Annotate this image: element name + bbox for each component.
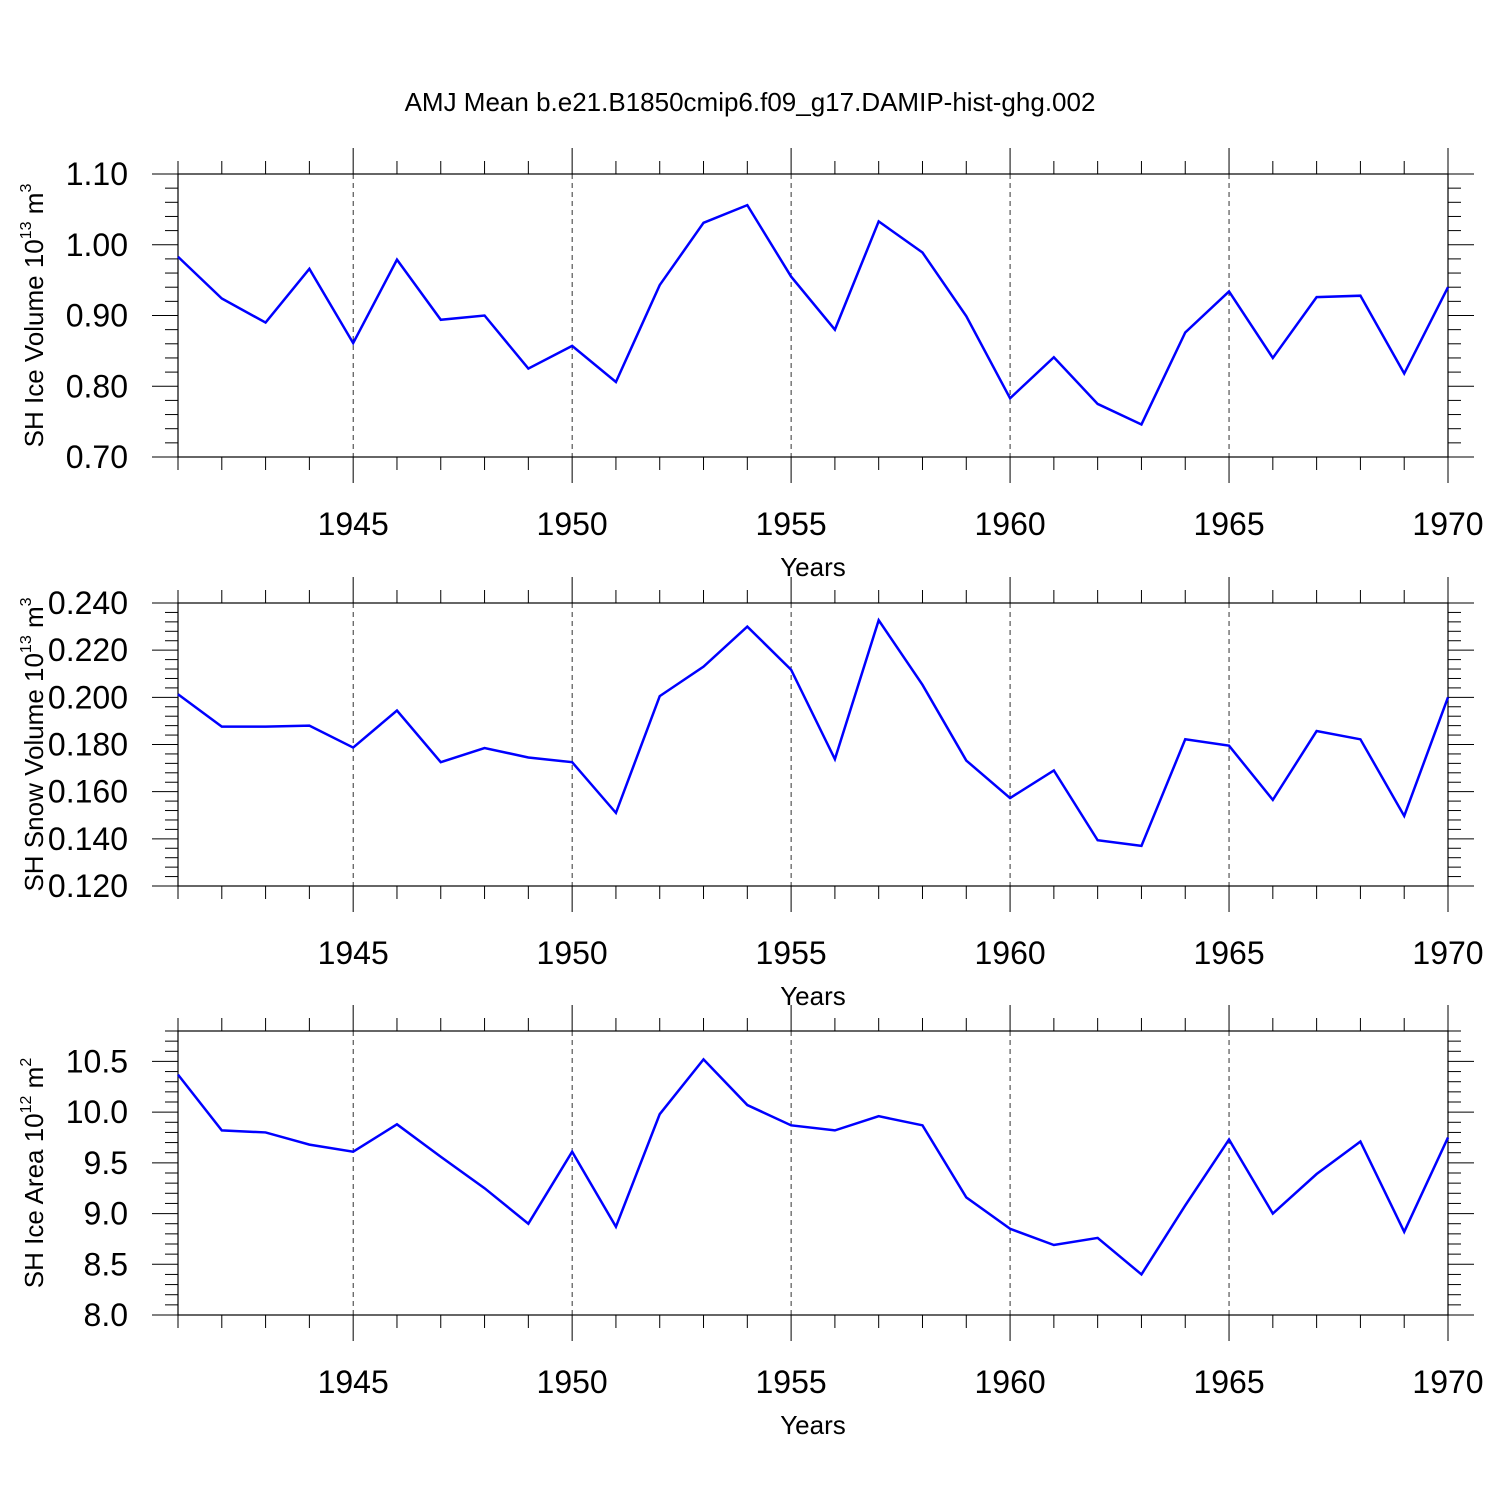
y-tick-label: 0.200 — [48, 679, 128, 715]
y-axis-title-unit: m — [19, 1067, 49, 1096]
x-tick-label: 1950 — [537, 1364, 608, 1400]
x-tick-label: 1955 — [756, 1364, 827, 1400]
x-tick-label: 1955 — [756, 935, 827, 971]
y-tick-label: 0.80 — [66, 368, 128, 404]
y-axis-title-exponent: 13 — [18, 221, 35, 239]
y-tick-label: 0.120 — [48, 868, 128, 904]
x-tick-label: 1965 — [1193, 1364, 1264, 1400]
y-axis-title-unit: m — [19, 193, 49, 222]
y-tick-label: 1.00 — [66, 227, 128, 263]
series-line — [177, 203, 1450, 427]
x-tick-label: 1960 — [974, 506, 1045, 542]
plot-frame — [177, 1030, 1449, 1316]
panel-snow-volume: 1945 1950 1955 1960 1965 1970 Years 0.120 0.140 0… — [18, 577, 1484, 1011]
x-axis-title: Years — [780, 981, 846, 1011]
y-axis-title-unit-exponent: 3 — [18, 184, 35, 193]
x-tick-label: 1950 — [537, 506, 608, 542]
x-tick-label: 1955 — [756, 506, 827, 542]
x-tick-label: 1945 — [318, 506, 389, 542]
y-axis-title-unit-exponent: 2 — [18, 1058, 35, 1067]
y-tick-label: 10.5 — [66, 1043, 128, 1079]
y-tick-label: 1.10 — [66, 156, 128, 192]
y-tick-label: 0.140 — [48, 821, 128, 857]
x-axis-title: Years — [780, 552, 846, 582]
x-tick-label: 1950 — [537, 935, 608, 971]
x-tick-label: 1970 — [1412, 506, 1483, 542]
y-tick-label: 0.70 — [66, 439, 128, 475]
panel-ice-area: 1945 1950 1955 1960 1965 1970 Years 8.0 8.5 9.0 9.… — [18, 1005, 1484, 1440]
x-tick-label: 1945 — [318, 935, 389, 971]
chart-title: AMJ Mean b.e21.B1850cmip6.f09_g17.DAMIP-… — [405, 87, 1096, 117]
y-axis-title: SH Ice Volume 1013 m3 — [18, 184, 49, 448]
x-tick-label: 1970 — [1412, 935, 1483, 971]
y-axis-title: SH Ice Area 1012 m2 — [18, 1058, 49, 1289]
y-axis-title-main: SH Ice Area 10 — [19, 1113, 49, 1288]
series-line — [177, 617, 1450, 848]
y-tick-label: 0.220 — [48, 632, 128, 668]
y-axis-title-main: SH Ice Volume 10 — [19, 239, 49, 447]
y-axis-title-exponent: 12 — [18, 1095, 35, 1113]
y-axis-title-unit-exponent: 3 — [18, 597, 35, 606]
y-axis-title-main: SH Snow Volume 10 — [19, 653, 49, 891]
y-tick-label: 10.0 — [66, 1094, 128, 1130]
panel-ice-volume: 1945 1950 1955 1960 1965 1970 Years 0.70 0.80 0.9… — [18, 148, 1484, 582]
x-tick-label: 1965 — [1193, 935, 1264, 971]
y-axis-title-exponent: 13 — [18, 635, 35, 653]
x-axis-title: Years — [780, 1410, 846, 1440]
y-axis-title: SH Snow Volume 1013 m3 — [18, 597, 49, 891]
y-tick-label: 0.240 — [48, 585, 128, 621]
x-tick-label: 1960 — [974, 1364, 1045, 1400]
y-tick-label: 8.0 — [84, 1297, 128, 1333]
x-tick-label: 1945 — [318, 1364, 389, 1400]
y-tick-label: 8.5 — [84, 1246, 128, 1282]
x-tick-label: 1965 — [1193, 506, 1264, 542]
series-line — [177, 1057, 1450, 1277]
y-tick-label: 9.5 — [84, 1145, 128, 1181]
y-tick-label: 0.180 — [48, 727, 128, 763]
y-tick-label: 9.0 — [84, 1196, 128, 1232]
y-axis-title-unit: m — [19, 606, 49, 635]
y-tick-label: 0.160 — [48, 774, 128, 810]
panels: 1945 1950 1955 1960 1965 1970 Years 0.70 0.80 0.9… — [18, 148, 1484, 1440]
x-tick-label: 1960 — [974, 935, 1045, 971]
y-tick-label: 0.90 — [66, 298, 128, 334]
x-tick-label: 1970 — [1412, 1364, 1483, 1400]
plot-frame — [177, 602, 1449, 887]
